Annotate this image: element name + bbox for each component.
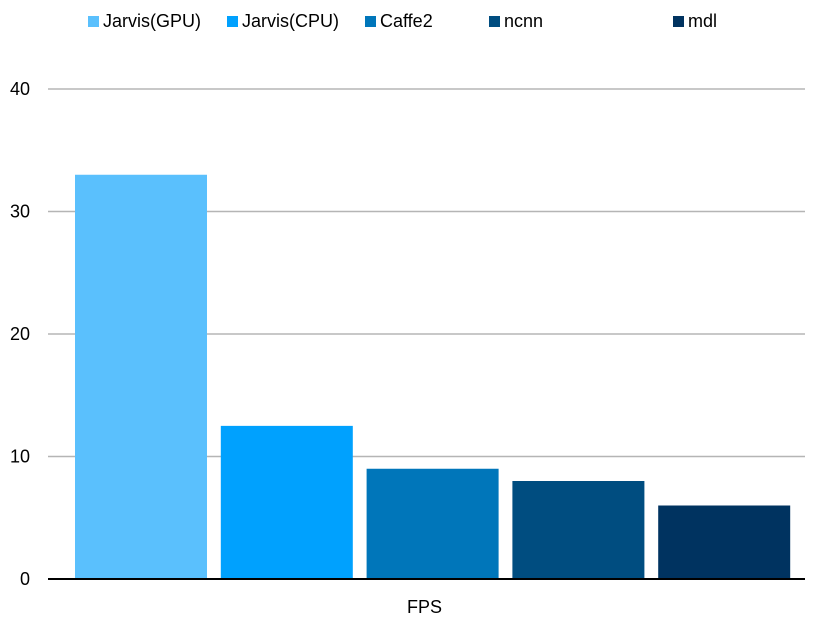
y-tick-label: 30 [10, 202, 30, 222]
legend-swatch [489, 15, 500, 27]
legend-swatch [673, 15, 684, 27]
legend-swatch [88, 15, 99, 27]
legend-label: ncnn [504, 10, 544, 31]
y-tick-label: 0 [20, 569, 30, 589]
y-tick-label: 10 [10, 447, 30, 467]
legend-item: Caffe2 [365, 11, 433, 31]
legend-item: ncnn [489, 11, 543, 31]
legend-label: mdl [688, 10, 718, 31]
bar-jarvis-cpu [220, 425, 353, 579]
y-tick-label: 20 [10, 324, 30, 344]
legend-swatch [365, 15, 376, 27]
x-category-label: FPS [407, 597, 442, 617]
bar-jarvis-gpu [75, 174, 207, 579]
legend-swatch [227, 15, 238, 27]
legend-item: Jarvis(CPU) [227, 11, 339, 31]
legend-label: Caffe2 [380, 10, 433, 31]
bar-mdl [658, 505, 791, 579]
legend-item: Jarvis(GPU) [88, 11, 201, 31]
legend-item: mdl [673, 11, 717, 31]
y-tick-label: 40 [10, 79, 30, 99]
legend-label: Jarvis(GPU) [103, 10, 201, 31]
legend-label: Jarvis(CPU) [242, 10, 339, 31]
bar-ncnn [512, 481, 645, 579]
bar-caffe2 [366, 468, 499, 579]
